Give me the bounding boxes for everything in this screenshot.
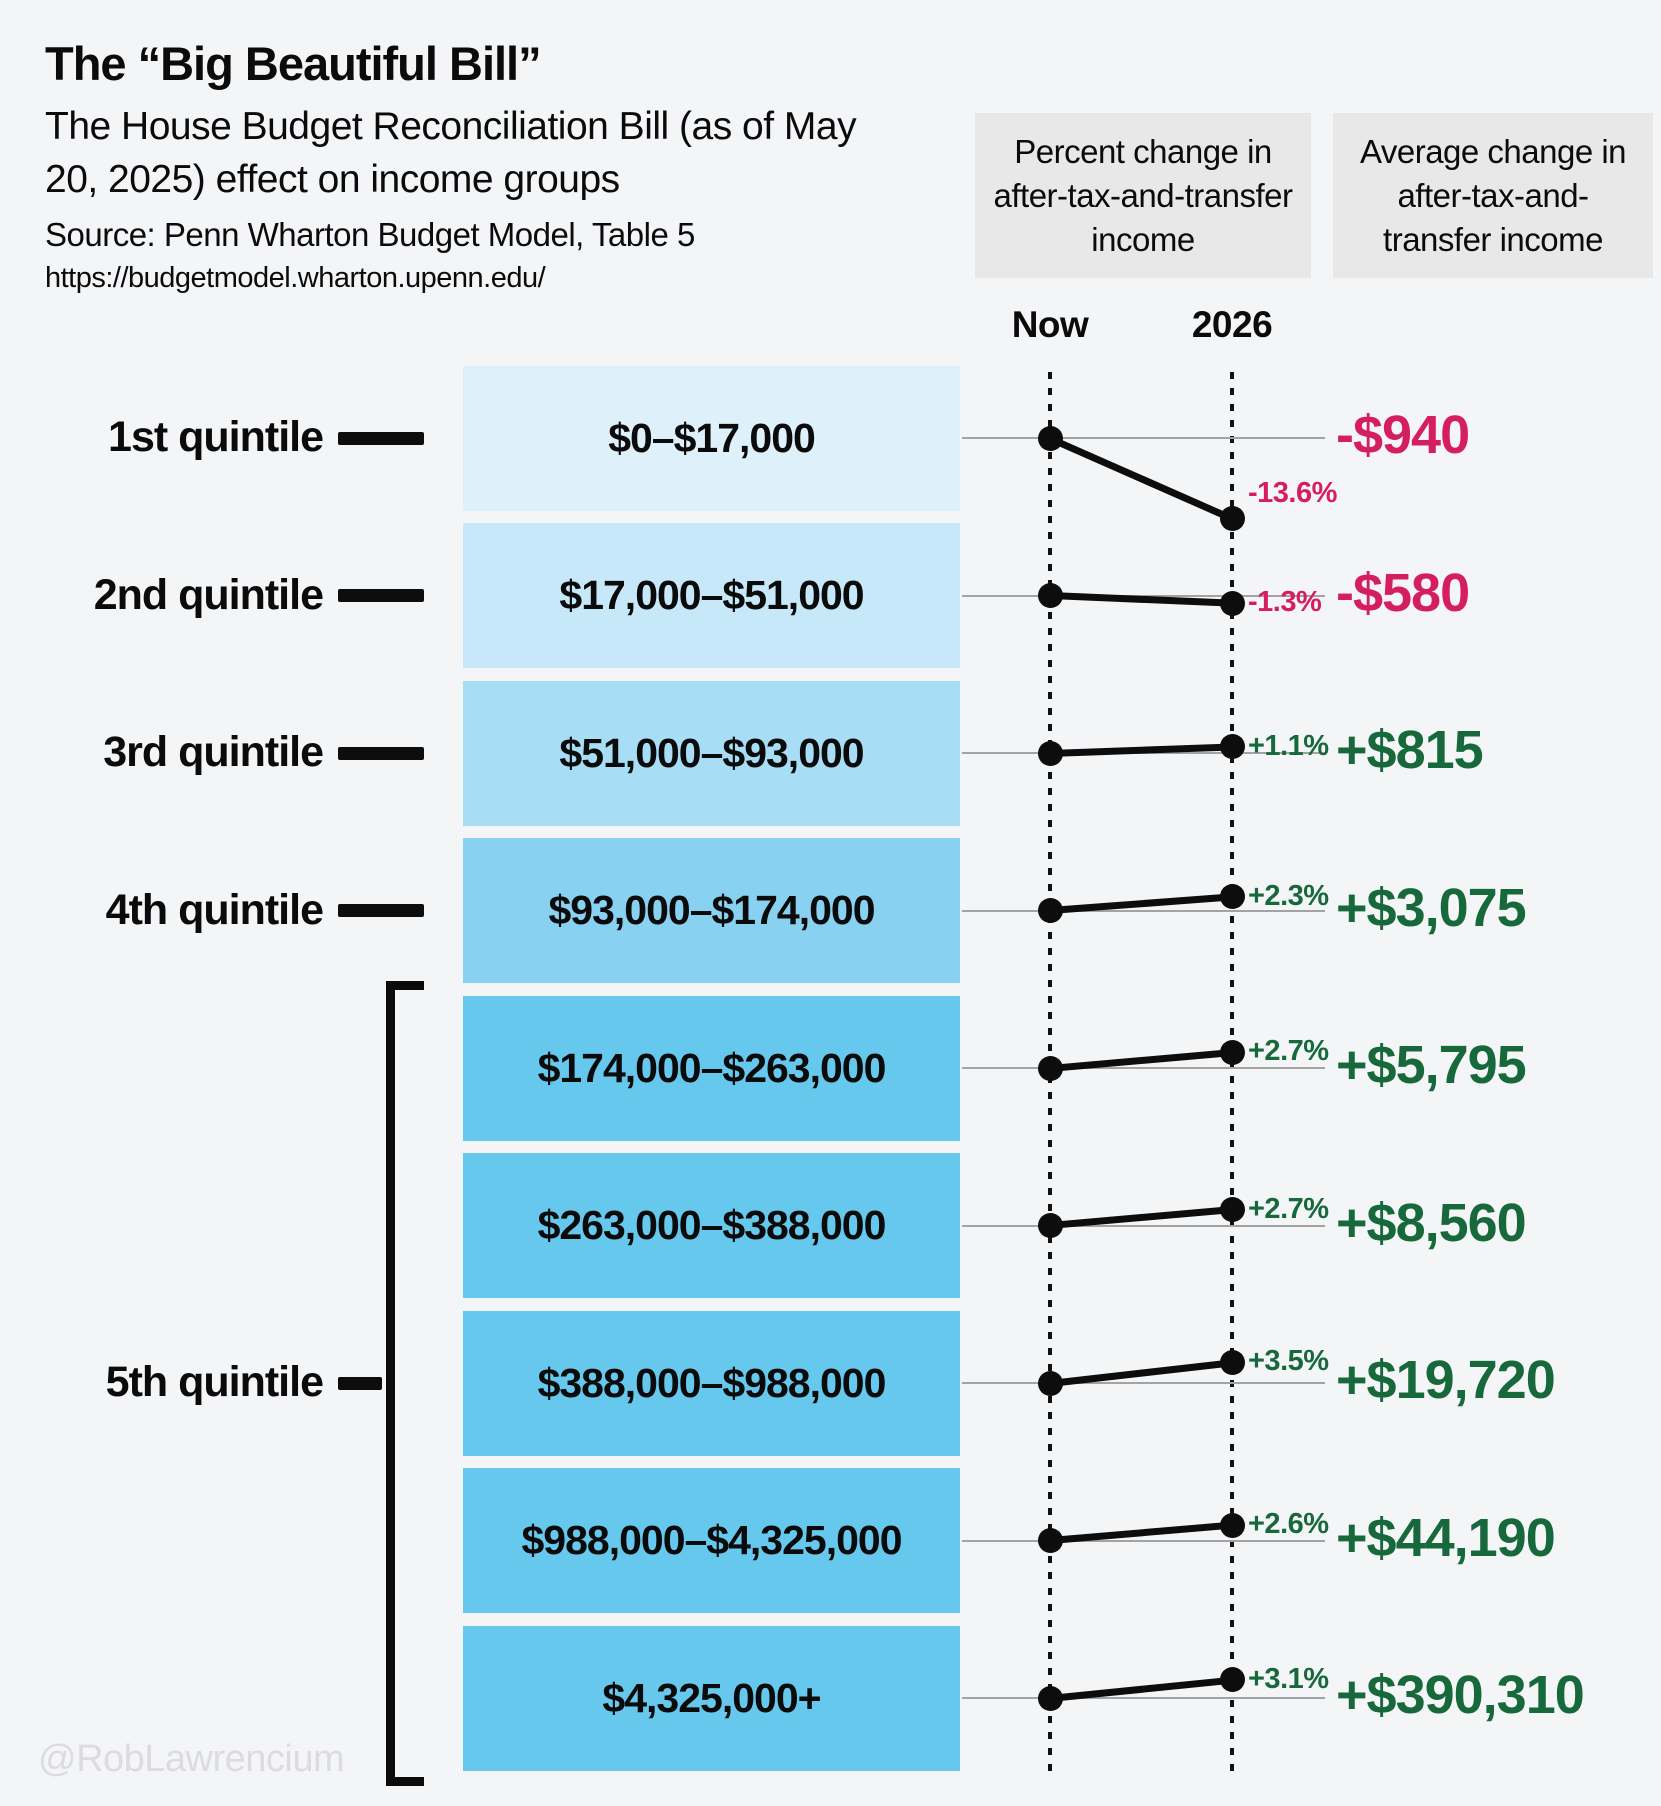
income-range-label: $174,000–$263,000 xyxy=(537,1044,887,1091)
year-2026-dot xyxy=(1219,734,1245,759)
quintile-label: 2nd quintile xyxy=(93,570,324,619)
income-range-label: $17,000–$51,000 xyxy=(559,572,864,618)
average-change-column-header-text: Average change in after-tax-and-transfer… xyxy=(1359,132,1627,258)
income-range-box: $388,000–$988,000 xyxy=(463,1310,960,1456)
now-dot xyxy=(1037,1370,1063,1396)
now-dot xyxy=(1037,583,1063,608)
income-range-box: $4,325,000+ xyxy=(463,1625,960,1771)
income-range-label: $388,000–$988,000 xyxy=(537,1359,887,1406)
percent-change-label: +2.7% xyxy=(1248,1035,1329,1068)
page-title: The “Big Beautiful Bill” xyxy=(45,37,542,90)
watermark: @RobLawrencium xyxy=(38,1738,345,1780)
percent-change-label: +2.7% xyxy=(1248,1192,1329,1225)
row-baseline xyxy=(962,909,1325,912)
now-dot xyxy=(1037,1213,1063,1238)
average-change-value: +$3,075 xyxy=(1336,877,1527,938)
average-change-value: -$940 xyxy=(1336,405,1470,465)
average-change-column-header: Average change in after-tax-and-transfer… xyxy=(1333,113,1653,278)
row-baseline xyxy=(962,1382,1325,1384)
row-baseline xyxy=(962,1224,1325,1227)
row-baseline xyxy=(962,1697,1325,1699)
income-range-label: $51,000–$93,000 xyxy=(559,729,864,776)
now-dot xyxy=(1037,740,1063,766)
percent-change-label: +1.1% xyxy=(1248,729,1329,762)
row-baseline xyxy=(962,1067,1325,1069)
income-range-label: $4,325,000+ xyxy=(602,1674,821,1721)
now-axis-label: Now xyxy=(1011,304,1089,345)
slope-line xyxy=(1049,743,1233,757)
percent-change-label: +2.3% xyxy=(1248,879,1329,912)
quintile-dash xyxy=(338,746,424,760)
slope-line xyxy=(1048,434,1234,522)
percent-change-column-header-text: Percent change in after-tax-and-transfer… xyxy=(993,132,1293,258)
row-baseline xyxy=(962,437,1325,439)
quintile-dash xyxy=(338,1376,382,1390)
year-2026-dot xyxy=(1219,1039,1245,1065)
quintile-label: 1st quintile xyxy=(108,413,324,461)
income-range-box: $174,000–$263,000 xyxy=(463,995,960,1141)
quintile-label: 3rd quintile xyxy=(103,728,324,776)
now-dot xyxy=(1037,1055,1063,1081)
income-range-box: $263,000–$388,000 xyxy=(463,1153,960,1298)
income-range-label: $93,000–$174,000 xyxy=(548,887,875,933)
income-range-box: $51,000–$93,000 xyxy=(463,680,960,826)
year-2026-dot xyxy=(1219,1512,1245,1538)
quintile-label: 4th quintile xyxy=(105,885,324,934)
income-range-box: $988,000–$4,325,000 xyxy=(463,1468,960,1613)
page-subtitle: The House Budget Reconciliation Bill (as… xyxy=(45,105,857,201)
fifth-quintile-bracket-bottom-tick xyxy=(386,1776,424,1786)
average-change-value: +$44,190 xyxy=(1336,1507,1556,1568)
now-dot xyxy=(1037,898,1063,923)
income-range-label: $0–$17,000 xyxy=(608,414,816,461)
year-2026-axis-dotted-line xyxy=(1230,372,1234,1780)
percent-change-label: -13.6% xyxy=(1248,477,1337,510)
quintile-dash xyxy=(338,589,424,602)
year-2026-axis-label: 2026 xyxy=(1191,304,1273,345)
income-range-box: $0–$17,000 xyxy=(463,365,960,511)
average-change-value: +$5,795 xyxy=(1336,1035,1527,1095)
income-range-box: $93,000–$174,000 xyxy=(463,838,960,983)
percent-change-label: +3.1% xyxy=(1248,1662,1329,1695)
average-change-value: +$19,720 xyxy=(1336,1350,1556,1410)
percent-change-label: -1.3% xyxy=(1248,586,1322,619)
fifth-quintile-bracket-top-tick xyxy=(386,980,424,990)
year-2026-dot xyxy=(1219,884,1245,910)
income-range-label: $263,000–$388,000 xyxy=(537,1202,887,1248)
percent-change-column-header: Percent change in after-tax-and-transfer… xyxy=(975,113,1311,278)
year-2026-dot xyxy=(1219,505,1245,531)
source-note: Source: Penn Wharton Budget Model, Table… xyxy=(45,216,695,253)
year-2026-dot xyxy=(1219,1667,1245,1693)
year-2026-dot xyxy=(1219,590,1245,616)
quintile-dash xyxy=(338,431,424,445)
now-dot xyxy=(1037,425,1063,451)
average-change-value: +$815 xyxy=(1336,720,1484,780)
income-range-label: $988,000–$4,325,000 xyxy=(521,1517,902,1563)
average-change-value: +$8,560 xyxy=(1336,1192,1527,1253)
now-dot xyxy=(1037,1685,1063,1711)
income-range-box: $17,000–$51,000 xyxy=(463,523,960,668)
quintile-dash xyxy=(338,904,424,917)
average-change-value: -$580 xyxy=(1336,562,1470,623)
row-baseline xyxy=(962,1539,1325,1542)
year-2026-dot xyxy=(1219,1349,1245,1375)
percent-change-label: +2.6% xyxy=(1248,1508,1329,1541)
year-2026-dot xyxy=(1219,1197,1245,1223)
average-change-value: +$390,310 xyxy=(1336,1665,1585,1725)
fifth-quintile-bracket-spine xyxy=(386,980,395,1786)
quintile-label: 5th quintile xyxy=(105,1358,324,1406)
percent-change-label: +3.5% xyxy=(1248,1345,1329,1378)
source-url[interactable]: https://budgetmodel.wharton.upenn.edu/ xyxy=(45,262,546,294)
now-dot xyxy=(1037,1528,1063,1553)
